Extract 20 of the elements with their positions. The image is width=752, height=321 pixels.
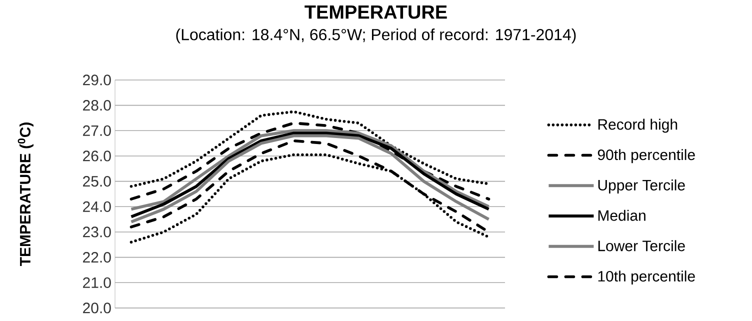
y-tick-label: 24.0 [83,201,111,212]
legend-label: 10th percentile [598,270,695,285]
chart-subtitle: (Location: 18.4°N, 66.5°W; Period of record: 1971-2014) [176,28,576,44]
y-tick-label: 25.0 [83,176,111,187]
line-series [130,110,490,188]
legend-label: Median [598,210,646,221]
y-tick-label: 21.0 [83,277,111,288]
y-tick-label: 26.0 [83,150,111,162]
chart-title: TEMPERATURE [304,6,447,19]
legend-label: Lower Tercile [598,240,685,252]
legend-label: 90th percentile [598,149,695,164]
y-tick-label: 27.0 [83,125,111,136]
y-tick-label: 29.0 [83,74,111,86]
y-tick-label: 20.0 [83,302,111,314]
y-tick-label: 23.0 [83,226,111,238]
legend-label: Record high [598,118,678,133]
y-tick-label: 28.0 [83,100,111,111]
y-tick-label: 22.0 [83,252,111,263]
legend-label: Upper Tercile [598,179,685,194]
y-axis-title: TEMPERATURE ($^{0}$C) [18,122,34,266]
